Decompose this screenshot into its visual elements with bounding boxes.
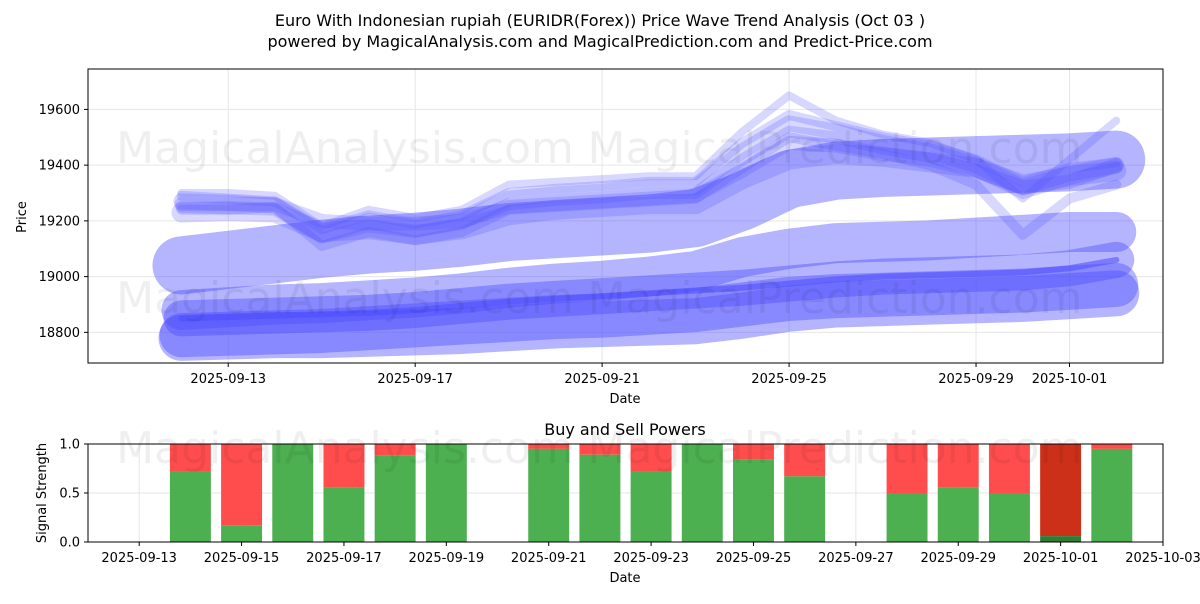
watermark-left-2: MagicalAnalysis.com xyxy=(116,273,574,324)
price-grid xyxy=(88,69,1163,363)
signal-x-label: Date xyxy=(609,571,640,586)
signal-x-tick-label: 2025-10-01 xyxy=(1023,551,1099,566)
price-axes: 18800 19000 19200 19400 19600 2025-09-13 2025-… xyxy=(39,68,1164,387)
watermark-right-1: MagicalPrediction.com xyxy=(588,123,1083,174)
chart-subtitle: powered by MagicalAnalysis.com and Magic… xyxy=(267,32,932,51)
trend-band-line xyxy=(161,212,1137,331)
sell-power-bar xyxy=(221,444,263,526)
buy-power-bar xyxy=(579,454,621,542)
price-wave-line xyxy=(177,91,1121,231)
buy-power-bar xyxy=(272,444,314,542)
trend-band-line xyxy=(158,270,1140,361)
sell-power-bar xyxy=(1040,444,1082,537)
buy-power-bar xyxy=(937,487,979,542)
watermarks: MagicalAnalysis.com MagicalPrediction.co… xyxy=(116,123,1082,474)
signal-x-tick-label: 2025-09-23 xyxy=(613,551,689,566)
buy-power-bar xyxy=(630,471,672,542)
sell-power-bar xyxy=(886,444,928,493)
signal-x-tick-label: 2025-09-17 xyxy=(306,551,382,566)
sell-power-bar xyxy=(988,444,1030,493)
buy-power-bar xyxy=(784,476,826,542)
price-y-label: Price xyxy=(15,201,30,233)
watermark-left-1: MagicalAnalysis.com xyxy=(116,123,574,174)
sell-power-bar xyxy=(528,444,570,449)
price-y-tick-label: 19600 xyxy=(39,103,80,118)
price-wave-line xyxy=(173,115,1125,243)
trend-bands xyxy=(152,130,1146,361)
signal-bars xyxy=(169,444,1133,542)
price-y-tick-label: 19000 xyxy=(39,270,80,285)
price-x-tick-label: 2025-09-29 xyxy=(938,372,1014,387)
signal-x-tick-label: 2025-09-21 xyxy=(511,551,587,566)
price-x-label: Date xyxy=(609,392,640,407)
price-wave-line xyxy=(171,143,1127,245)
signal-x-tick-label: 2025-09-13 xyxy=(101,551,177,566)
watermark-left-3: MagicalAnalysis.com xyxy=(116,423,574,474)
sell-power-bar xyxy=(323,444,365,488)
signal-x-tick-label: 2025-10-03 xyxy=(1125,551,1200,566)
price-wave-line xyxy=(176,109,1122,235)
sell-power-bar xyxy=(937,444,979,488)
buy-power-bar xyxy=(886,493,928,542)
trend-band-line xyxy=(152,130,1146,295)
signal-x-tick-label: 2025-09-15 xyxy=(204,551,280,566)
price-y-tick-label: 18800 xyxy=(39,326,80,341)
chart-title: Euro With Indonesian rupiah (EURIDR(Fore… xyxy=(275,11,925,30)
buy-power-bar xyxy=(323,487,365,542)
watermark-right-2: MagicalPrediction.com xyxy=(588,273,1083,324)
buy-power-bar xyxy=(733,459,774,542)
signal-y-tick-label: 0.5 xyxy=(59,487,80,502)
sell-power-bar xyxy=(374,444,416,456)
buy-power-bar xyxy=(221,525,263,542)
signal-axes: 0.0 0.5 1.0 2025-09-13 2025-09-15 2025-09-17 2… xyxy=(59,438,1200,567)
buy-power-bar xyxy=(425,444,467,542)
price-wave-line xyxy=(176,132,1122,251)
sell-power-bar xyxy=(784,444,826,477)
buy-power-bar xyxy=(988,493,1030,542)
signal-y-label: Signal Strength xyxy=(35,443,50,543)
sell-power-bar xyxy=(1091,444,1133,449)
signal-y-tick-label: 1.0 xyxy=(59,438,80,453)
price-x-tick-label: 2025-09-21 xyxy=(564,372,640,387)
sell-power-bar xyxy=(733,444,774,460)
signal-x-tick-label: 2025-09-25 xyxy=(716,551,792,566)
signal-title: Buy and Sell Powers xyxy=(544,420,706,439)
price-waves xyxy=(171,91,1127,251)
buy-power-bar xyxy=(681,444,723,542)
price-x-tick-label: 2025-10-01 xyxy=(1032,372,1108,387)
sell-power-bar xyxy=(630,444,672,472)
trend-band-line xyxy=(159,262,1139,358)
buy-power-bar xyxy=(169,471,211,542)
signal-x-tick-label: 2025-09-29 xyxy=(920,551,996,566)
signal-x-tick-label: 2025-09-27 xyxy=(818,551,894,566)
watermark-right-3: MagicalPrediction.com xyxy=(588,423,1083,474)
buy-power-bar xyxy=(528,448,570,542)
buy-power-bar xyxy=(374,455,416,542)
price-x-tick-label: 2025-09-13 xyxy=(190,372,266,387)
price-x-tick-label: 2025-09-25 xyxy=(751,372,827,387)
price-y-tick-label: 19200 xyxy=(39,214,80,229)
price-plot-frame xyxy=(87,68,1164,364)
signal-x-tick-label: 2025-09-19 xyxy=(409,551,485,566)
sell-power-bar xyxy=(579,444,621,455)
buy-power-bar xyxy=(1040,536,1082,542)
sell-power-bar xyxy=(169,444,211,472)
trend-core-line xyxy=(178,256,1120,322)
signal-y-tick-label: 0.0 xyxy=(59,536,80,551)
price-y-tick-label: 19400 xyxy=(39,159,80,174)
price-x-tick-label: 2025-09-17 xyxy=(377,372,453,387)
price-wave-line xyxy=(174,135,1124,231)
buy-power-bar xyxy=(1091,448,1133,542)
price-wave-line xyxy=(175,125,1123,244)
